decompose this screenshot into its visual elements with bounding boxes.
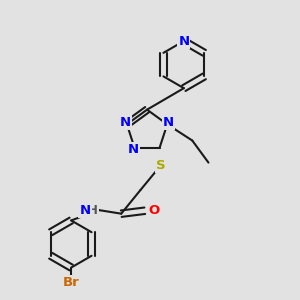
Text: N: N (120, 116, 131, 129)
Text: Br: Br (63, 276, 80, 290)
Text: N: N (128, 143, 139, 156)
Text: N: N (80, 204, 91, 217)
Text: N: N (163, 116, 174, 129)
Text: S: S (156, 159, 166, 172)
Text: H: H (88, 204, 98, 217)
Text: N: N (178, 34, 189, 48)
Text: O: O (148, 204, 159, 217)
